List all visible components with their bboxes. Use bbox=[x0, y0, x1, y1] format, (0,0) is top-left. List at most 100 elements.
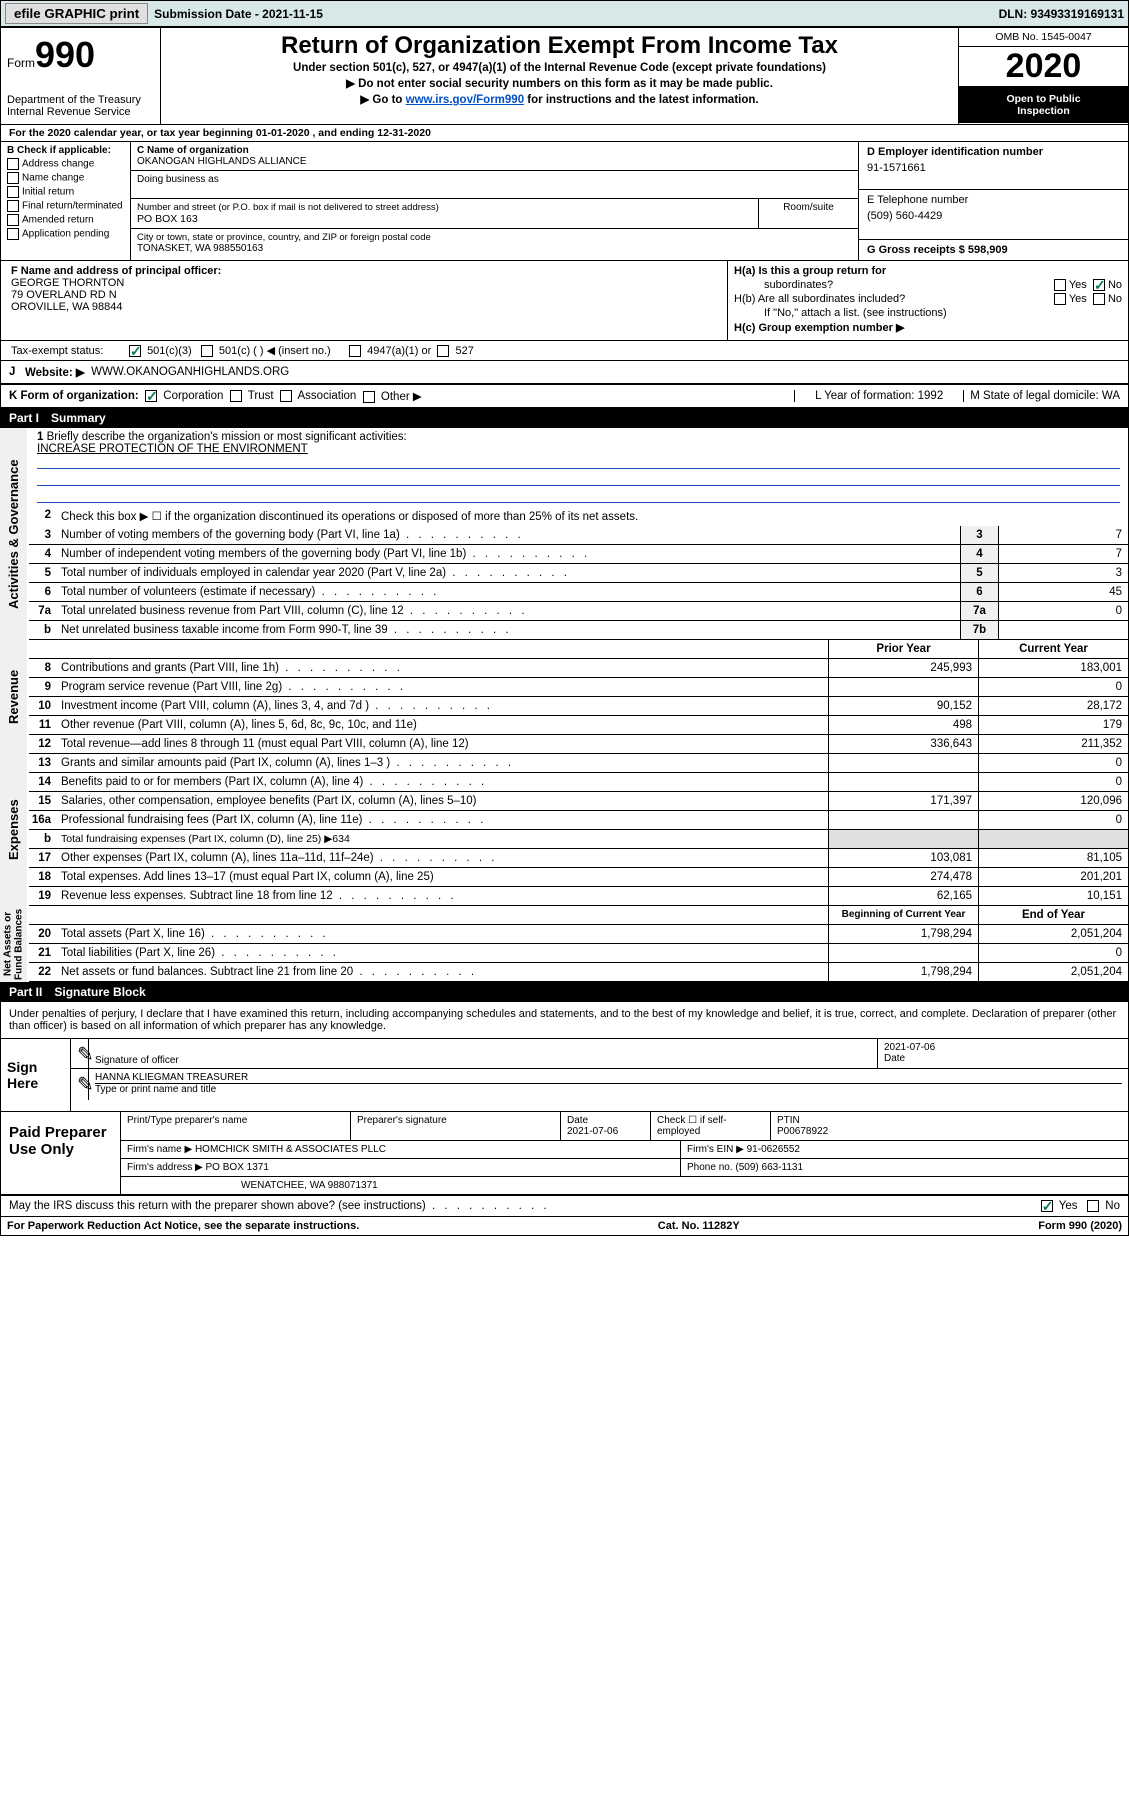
form-id-block: Form990 Department of the Treasury Inter… bbox=[1, 28, 161, 124]
p19: 62,165 bbox=[828, 887, 978, 905]
l8: Contributions and grants (Part VIII, lin… bbox=[57, 659, 828, 677]
l5: Total number of individuals employed in … bbox=[57, 564, 960, 582]
addr2: WENATCHEE, WA 988071371 bbox=[121, 1177, 1128, 1194]
ein-label2: Firm's EIN ▶ bbox=[687, 1144, 744, 1155]
chk-501c[interactable]: 501(c) ( ) ◀ (insert no.) bbox=[201, 344, 331, 357]
irs-q-text: May the IRS discuss this return with the… bbox=[9, 1200, 1041, 1212]
c16b bbox=[978, 830, 1128, 848]
hc-label: H(c) Group exemption number ▶ bbox=[734, 321, 1122, 334]
part1-num: Part I bbox=[9, 411, 51, 425]
chk-address[interactable]: Address change bbox=[7, 158, 124, 170]
m-state: M State of legal domicile: WA bbox=[963, 390, 1120, 402]
chk-assoc[interactable]: Association bbox=[280, 390, 356, 402]
sig-name: HANNA KLIEGMAN TREASURER bbox=[95, 1072, 1122, 1083]
efile-print-button[interactable]: efile GRAPHIC print bbox=[5, 3, 148, 24]
city-row: City or town, state or province, country… bbox=[131, 229, 858, 257]
addr-row: Number and street (or P.O. box if mail i… bbox=[131, 199, 858, 229]
goto-post: for instructions and the latest informat… bbox=[524, 94, 759, 106]
ha-no[interactable]: No bbox=[1093, 279, 1122, 291]
chk-pending[interactable]: Application pending bbox=[7, 228, 124, 240]
c15: 120,096 bbox=[978, 792, 1128, 810]
form-title: Return of Organization Exempt From Incom… bbox=[171, 32, 948, 60]
b-title: B Check if applicable: bbox=[7, 145, 124, 156]
ha-yes[interactable]: Yes bbox=[1054, 279, 1087, 291]
p18: 274,478 bbox=[828, 868, 978, 886]
hb-yes[interactable]: Yes bbox=[1054, 293, 1087, 305]
ha-label: H(a) Is this a group return for bbox=[734, 265, 1122, 277]
chk-final[interactable]: Final return/terminated bbox=[7, 200, 124, 212]
h-block: H(a) Is this a group return for subordin… bbox=[728, 261, 1128, 340]
v3: 7 bbox=[998, 526, 1128, 544]
prior-hdr: Prior Year bbox=[828, 640, 978, 658]
part1-title: Summary bbox=[51, 411, 106, 425]
net-vert-label: Net Assets or Fund Balances bbox=[0, 906, 27, 982]
prep-h1: Print/Type preparer's name bbox=[127, 1115, 344, 1126]
l2: Check this box ▶ ☐ if the organization d… bbox=[57, 506, 1128, 526]
l7a: Total unrelated business revenue from Pa… bbox=[57, 602, 960, 620]
f-addr2: OROVILLE, WA 98844 bbox=[11, 301, 717, 313]
hb-no[interactable]: No bbox=[1093, 293, 1122, 305]
v5: 3 bbox=[998, 564, 1128, 582]
chk-amended[interactable]: Amended return bbox=[7, 214, 124, 226]
p22: 1,798,294 bbox=[828, 963, 978, 981]
dba-row: Doing business as bbox=[131, 171, 858, 199]
hb-note: If "No," attach a list. (see instruction… bbox=[734, 307, 1122, 319]
l20: Total assets (Part X, line 16) bbox=[57, 925, 828, 943]
l15: Salaries, other compensation, employee b… bbox=[57, 792, 828, 810]
note-goto: ▶ Go to www.irs.gov/Form990 for instruct… bbox=[171, 92, 948, 106]
rev-vert-label: Revenue bbox=[0, 640, 27, 754]
prep-h5v: P00678922 bbox=[777, 1126, 1122, 1137]
f-block: F Name and address of principal officer:… bbox=[1, 261, 728, 340]
omb-year-block: OMB No. 1545-0047 2020 Open to Public In… bbox=[958, 28, 1128, 124]
boy-hdr: Beginning of Current Year bbox=[828, 906, 978, 924]
l13: Grants and similar amounts paid (Part IX… bbox=[57, 754, 828, 772]
chk-other[interactable]: Other ▶ bbox=[363, 389, 422, 403]
exp-section: Expenses 13Grants and similar amounts pa… bbox=[1, 754, 1128, 906]
col-b: B Check if applicable: Address change Na… bbox=[1, 142, 131, 260]
chk-4947[interactable]: 4947(a)(1) or bbox=[349, 345, 431, 357]
chk-527[interactable]: 527 bbox=[437, 345, 473, 357]
c18: 201,201 bbox=[978, 868, 1128, 886]
dln: DLN: 93493319169131 bbox=[999, 7, 1124, 21]
sig-date-label: Date bbox=[884, 1053, 1122, 1064]
tax-year-line: For the 2020 calendar year, or tax year … bbox=[1, 125, 1128, 142]
room-label: Room/suite bbox=[758, 199, 858, 229]
chk-initial[interactable]: Initial return bbox=[7, 186, 124, 198]
prep-h2: Preparer's signature bbox=[351, 1112, 561, 1140]
prep-h4: Check ☐ if self-employed bbox=[651, 1112, 771, 1140]
ein-value2: 91-0626552 bbox=[747, 1144, 800, 1155]
current-hdr: Current Year bbox=[978, 640, 1128, 658]
l14: Benefits paid to or for members (Part IX… bbox=[57, 773, 828, 791]
pen-icon-2: ✎ bbox=[71, 1069, 89, 1100]
c13: 0 bbox=[978, 754, 1128, 772]
irs-yes[interactable]: Yes bbox=[1041, 1200, 1078, 1212]
form-container: efile GRAPHIC print Submission Date - 20… bbox=[0, 0, 1129, 1236]
v7a: 0 bbox=[998, 602, 1128, 620]
form-header: Form990 Department of the Treasury Inter… bbox=[1, 28, 1128, 125]
l21: Total liabilities (Part X, line 26) bbox=[57, 944, 828, 962]
chk-501c3[interactable]: 501(c)(3) bbox=[129, 345, 192, 357]
ha-sub: subordinates? bbox=[734, 279, 1054, 291]
chk-name[interactable]: Name change bbox=[7, 172, 124, 184]
addr-label2: Firm's address ▶ bbox=[127, 1162, 203, 1173]
f-h-row: F Name and address of principal officer:… bbox=[1, 261, 1128, 341]
open-line1: Open to Public bbox=[961, 93, 1126, 105]
preparer-row: Paid Preparer Use Only Print/Type prepar… bbox=[1, 1112, 1128, 1195]
irs-no[interactable]: No bbox=[1087, 1200, 1120, 1212]
l3: Number of voting members of the governin… bbox=[57, 526, 960, 544]
footer: For Paperwork Reduction Act Notice, see … bbox=[1, 1217, 1128, 1235]
perjury-text: Under penalties of perjury, I declare th… bbox=[1, 1002, 1128, 1039]
footer-left: For Paperwork Reduction Act Notice, see … bbox=[7, 1220, 359, 1232]
l4: Number of independent voting members of … bbox=[57, 545, 960, 563]
prep-h3: Date bbox=[567, 1115, 644, 1126]
dba-label: Doing business as bbox=[137, 174, 852, 185]
p16a bbox=[828, 811, 978, 829]
chk-corp[interactable]: Corporation bbox=[145, 390, 223, 402]
chk-trust[interactable]: Trust bbox=[230, 390, 274, 402]
c8: 183,001 bbox=[978, 659, 1128, 677]
submission-date: Submission Date - 2021-11-15 bbox=[154, 7, 323, 21]
f-name: GEORGE THORNTON bbox=[11, 277, 717, 289]
city-label: City or town, state or province, country… bbox=[137, 232, 852, 243]
part1-header: Part I Summary bbox=[1, 408, 1128, 428]
irs-link[interactable]: www.irs.gov/Form990 bbox=[406, 94, 524, 106]
